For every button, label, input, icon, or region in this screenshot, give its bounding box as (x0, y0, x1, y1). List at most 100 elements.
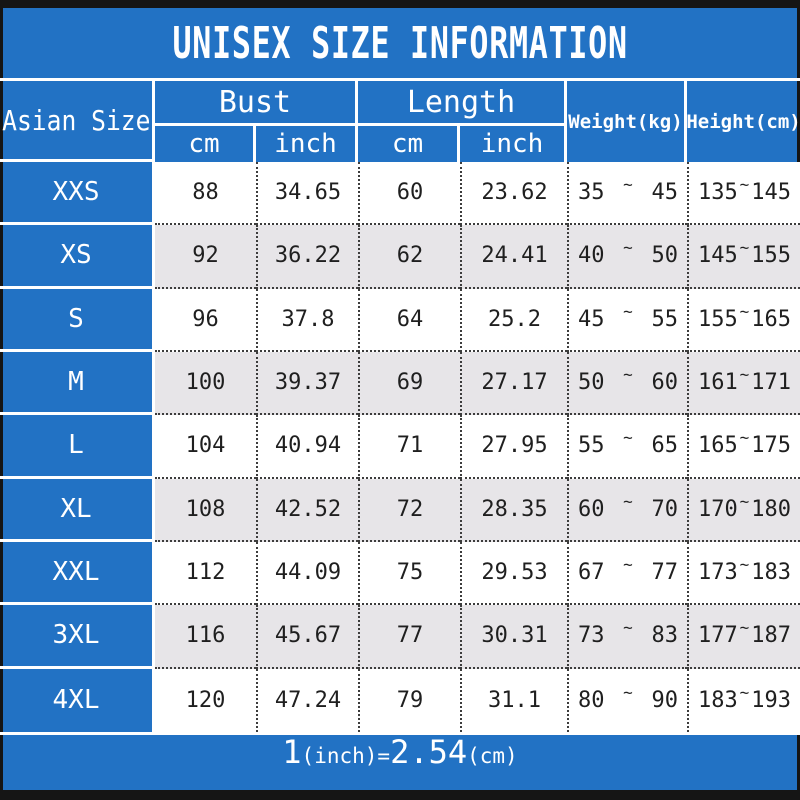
length-inch-cell: 30.31 (460, 605, 567, 669)
weight-max-value: 77 (651, 560, 678, 586)
bottom-border-bar (0, 790, 800, 800)
size-table-body: XXS 88 34.65 60 23.62 35 ~45 135 ~145 XS 92 36.22 62… (0, 162, 800, 732)
bust-cm-cell: 108 (155, 478, 256, 542)
weight-max-value: 60 (651, 370, 678, 396)
bust-inch-cell: 40.94 (256, 415, 358, 479)
length-inch-cell: 27.95 (460, 415, 567, 479)
height-max-value: 180 (751, 496, 791, 522)
tilde-separator: ~ (739, 428, 750, 448)
bust-cm-cell: 104 (155, 415, 256, 479)
height-min-value: 135 (698, 180, 738, 206)
subheader-bust-cm: cm (155, 126, 256, 162)
height-range-cell: 161 ~171 (687, 351, 800, 416)
height-range-cell: 135 ~145 (687, 162, 800, 226)
weight-range-cell: 50 ~60 (567, 351, 687, 416)
subheader-bust-inch: inch (256, 126, 358, 162)
weight-range-cell: 55 ~65 (567, 415, 687, 479)
height-max-value: 193 (751, 687, 791, 713)
title-divider-line (0, 78, 800, 81)
height-min-value: 173 (698, 560, 738, 586)
size-label-cell: XS (0, 225, 155, 289)
weight-min-value: 35 (578, 180, 605, 206)
height-min-value: 155 (698, 306, 738, 332)
height-range-cell: 165 ~175 (687, 415, 800, 479)
bust-inch-cell: 42.52 (256, 478, 358, 542)
tilde-separator: ~ (623, 682, 633, 702)
weight-range-cell: 67 ~77 (567, 541, 687, 606)
weight-max-value: 65 (651, 433, 678, 459)
tilde-separator: ~ (739, 555, 750, 575)
size-label-cell: XXL (0, 541, 155, 606)
weight-min-value: 73 (578, 623, 605, 649)
tilde-separator: ~ (623, 175, 633, 195)
length-cm-cell: 71 (358, 415, 460, 479)
size-label-cell: XXS (0, 162, 155, 226)
footer-band: 1 (inch) = 2.54 (cm) (0, 733, 800, 790)
tilde-separator: ~ (739, 175, 750, 195)
height-min-value: 177 (698, 623, 738, 649)
height-max-value: 165 (751, 306, 791, 332)
height-min-value: 145 (698, 243, 738, 269)
height-min-value: 183 (698, 687, 738, 713)
weight-min-value: 50 (578, 370, 605, 396)
tilde-separator: ~ (739, 238, 750, 258)
conversion-note: 1 (inch) = 2.54 (cm) (282, 733, 517, 771)
length-inch-cell: 27.17 (460, 351, 567, 416)
weight-range-cell: 80 ~90 (567, 668, 687, 732)
length-cm-cell: 60 (358, 162, 460, 226)
length-inch-cell: 24.41 (460, 225, 567, 289)
bust-inch-cell: 44.09 (256, 541, 358, 606)
bust-cm-cell: 92 (155, 225, 256, 289)
weight-min-value: 60 (578, 496, 605, 522)
height-range-cell: 155 ~165 (687, 288, 800, 352)
height-min-value: 161 (698, 370, 738, 396)
weight-range-cell: 35 ~45 (567, 162, 687, 226)
bust-inch-cell: 36.22 (256, 225, 358, 289)
weight-max-value: 90 (651, 687, 678, 713)
page-title: UNISEX SIZE INFORMATION (172, 17, 628, 69)
weight-min-value: 40 (578, 243, 605, 269)
bust-cm-cell: 88 (155, 162, 256, 226)
weight-max-value: 83 (651, 623, 678, 649)
length-cm-cell: 75 (358, 541, 460, 606)
bust-inch-cell: 47.24 (256, 668, 358, 732)
bust-inch-cell: 39.37 (256, 351, 358, 416)
height-min-value: 170 (698, 496, 738, 522)
height-max-value: 183 (751, 560, 791, 586)
height-range-cell: 173 ~183 (687, 541, 800, 606)
conversion-note-part: 1 (282, 733, 302, 771)
size-label-cell: 4XL (0, 668, 155, 732)
tilde-separator: ~ (739, 618, 750, 638)
length-inch-cell: 31.1 (460, 668, 567, 732)
height-max-value: 145 (751, 180, 791, 206)
size-label-cell: M (0, 351, 155, 416)
tilde-separator: ~ (739, 682, 750, 702)
top-border-bar (0, 0, 800, 8)
height-range-cell: 177 ~187 (687, 605, 800, 669)
bust-cm-cell: 100 (155, 351, 256, 416)
tilde-separator: ~ (623, 555, 633, 575)
tilde-separator: ~ (739, 491, 750, 511)
tilde-separator: ~ (623, 428, 633, 448)
subheader-length-cm: cm (358, 126, 460, 162)
bust-cm-cell: 116 (155, 605, 256, 669)
size-label-cell: S (0, 288, 155, 352)
tilde-separator: ~ (623, 301, 633, 321)
weight-min-value: 55 (578, 433, 605, 459)
height-max-value: 187 (751, 623, 791, 649)
weight-max-value: 45 (651, 180, 678, 206)
conversion-note-part: (cm) (467, 744, 518, 768)
bust-inch-cell: 45.67 (256, 605, 358, 669)
length-inch-cell: 29.53 (460, 541, 567, 606)
weight-range-cell: 60 ~70 (567, 478, 687, 542)
conversion-note-part: (inch) (301, 744, 378, 768)
size-label-cell: XL (0, 478, 155, 542)
size-label-cell: L (0, 415, 155, 479)
length-cm-cell: 72 (358, 478, 460, 542)
length-inch-cell: 25.2 (460, 288, 567, 352)
corner-header-label: Asian Size (1, 103, 151, 137)
length-cm-cell: 69 (358, 351, 460, 416)
length-inch-cell: 28.35 (460, 478, 567, 542)
height-min-value: 165 (698, 433, 738, 459)
